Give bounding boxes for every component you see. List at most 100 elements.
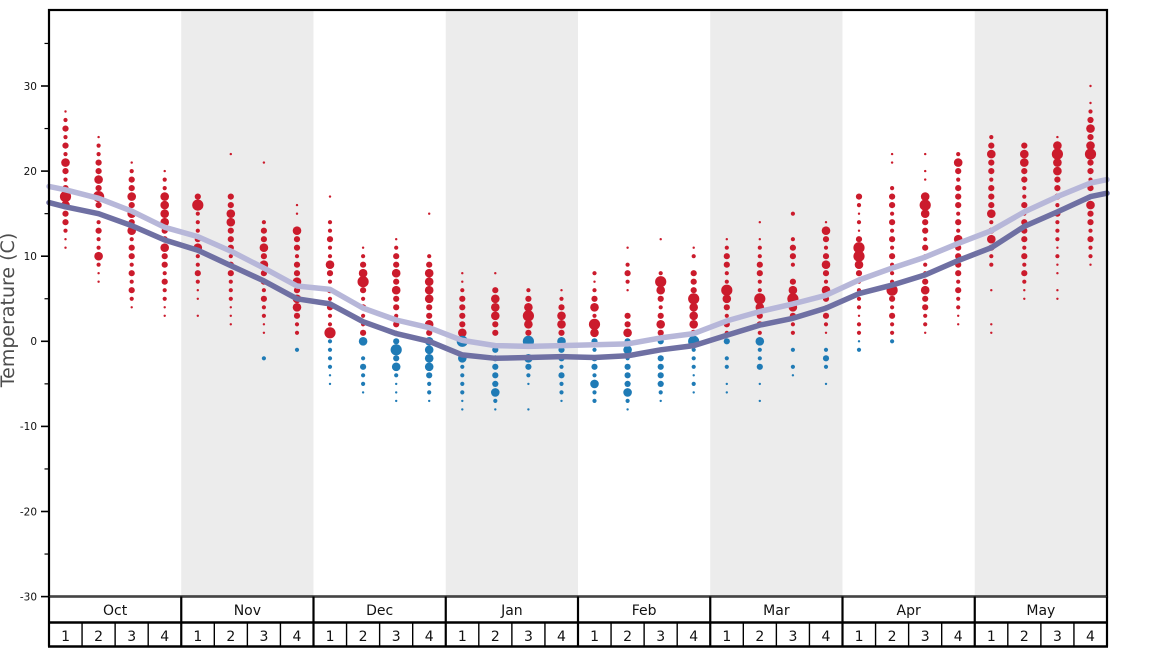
dot-above-freezing <box>1087 134 1094 141</box>
dot-above-freezing <box>919 199 931 211</box>
dot-above-freezing <box>920 209 930 218</box>
dot-above-freezing <box>822 270 830 277</box>
dot-above-freezing <box>226 217 236 227</box>
dot-below-freezing <box>822 355 830 362</box>
dot-below-freezing <box>790 364 796 369</box>
dot-above-freezing <box>1022 245 1027 250</box>
dot-above-freezing <box>955 287 962 294</box>
dot-above-freezing <box>856 305 862 310</box>
y-tick-label: 0 <box>30 336 37 348</box>
dot-above-freezing <box>162 288 167 293</box>
dot-above-freezing <box>194 193 201 200</box>
dot-below-freezing <box>560 399 563 403</box>
dot-above-freezing <box>63 177 68 182</box>
dot-above-freezing <box>920 285 930 295</box>
dot-above-freezing <box>723 261 730 268</box>
week-number-label: 1 <box>855 629 864 645</box>
dot-above-freezing <box>62 219 69 226</box>
week-number-label: 3 <box>259 629 268 645</box>
dot-above-freezing <box>196 289 199 292</box>
dot-above-freezing <box>1054 176 1061 183</box>
dot-above-freezing <box>657 329 664 336</box>
dot-below-freezing <box>361 356 366 361</box>
dot-above-freezing <box>162 186 167 191</box>
dot-above-freezing <box>259 243 269 252</box>
dot-above-freezing <box>96 245 101 250</box>
dot-above-freezing <box>1053 158 1062 167</box>
dot-above-freezing <box>63 117 68 123</box>
month-week-axis-table: Oct Nov Dec Jan Feb Mar Apr May 1 2 3 4 1 2 3 4 1 2 3 4 1 2 3 4… <box>47 596 1109 648</box>
dot-above-freezing <box>361 313 366 318</box>
dot-below-freezing <box>394 373 399 378</box>
week-number-label: 2 <box>491 629 500 645</box>
month-label-dec: Dec <box>366 603 393 619</box>
dot-above-freezing <box>129 279 134 284</box>
band-may <box>974 10 1107 597</box>
dot-below-freezing <box>492 380 499 387</box>
dot-above-freezing <box>96 220 101 225</box>
dot-above-freezing <box>327 279 333 284</box>
dot-below-freezing <box>327 347 333 352</box>
month-label-jan: Jan <box>500 603 523 619</box>
dot-below-freezing <box>890 339 895 344</box>
dot-above-freezing <box>491 303 500 312</box>
dot-above-freezing <box>129 262 134 267</box>
dot-above-freezing <box>128 287 135 294</box>
dot-above-freezing <box>260 236 267 243</box>
week-number-label: 2 <box>888 629 897 645</box>
week-number-label: 1 <box>722 629 731 645</box>
dot-above-freezing <box>857 314 861 317</box>
dot-above-freezing <box>1088 254 1093 259</box>
dot-above-freezing <box>689 311 698 321</box>
dot-above-freezing <box>229 152 232 156</box>
dot-below-freezing <box>361 373 366 378</box>
dot-above-freezing <box>328 195 332 198</box>
dot-above-freezing <box>160 200 169 210</box>
dot-above-freezing <box>956 211 961 216</box>
dot-below-freezing <box>691 381 696 386</box>
dot-above-freezing <box>724 271 729 276</box>
dot-above-freezing <box>922 227 929 234</box>
dot-above-freezing <box>491 311 500 321</box>
dot-above-freezing <box>260 295 267 302</box>
dot-below-freezing <box>395 382 398 386</box>
dot-below-freezing <box>592 347 597 352</box>
dot-below-freezing <box>592 398 597 403</box>
dot-above-freezing <box>721 284 733 296</box>
dot-above-freezing <box>261 305 266 310</box>
week-number-label: 2 <box>1020 629 1029 645</box>
dot-above-freezing <box>492 287 499 294</box>
dot-above-freezing <box>491 294 500 304</box>
dot-below-freezing <box>757 347 762 352</box>
dot-above-freezing <box>195 254 200 259</box>
dot-above-freezing <box>557 320 566 329</box>
dot-above-freezing <box>1088 245 1093 250</box>
dot-above-freezing <box>97 272 100 275</box>
dot-above-freezing <box>61 158 70 167</box>
dot-above-freezing <box>922 304 929 311</box>
dot-above-freezing <box>424 285 434 295</box>
band-jan <box>445 10 578 597</box>
dot-above-freezing <box>559 296 564 301</box>
dot-above-freezing <box>924 331 927 334</box>
dot-above-freezing <box>625 279 630 284</box>
dot-above-freezing <box>988 185 995 192</box>
dot-above-freezing <box>161 253 168 260</box>
dot-above-freezing <box>461 272 464 275</box>
band-mar <box>710 10 843 597</box>
dot-below-freezing <box>824 382 828 386</box>
dot-above-freezing <box>1087 168 1094 175</box>
dot-below-freezing <box>492 372 499 379</box>
dot-above-freezing <box>1023 289 1026 292</box>
dot-above-freezing <box>1021 176 1028 183</box>
dot-above-freezing <box>458 328 467 338</box>
dot-above-freezing <box>192 199 204 211</box>
dot-above-freezing <box>459 321 466 328</box>
dot-above-freezing <box>196 297 199 300</box>
dot-above-freezing <box>957 323 960 326</box>
dot-above-freezing <box>955 168 962 175</box>
dot-above-freezing <box>625 262 630 267</box>
dot-above-freezing <box>1055 237 1060 242</box>
dot-above-freezing <box>989 177 994 182</box>
dot-above-freezing <box>957 314 960 317</box>
